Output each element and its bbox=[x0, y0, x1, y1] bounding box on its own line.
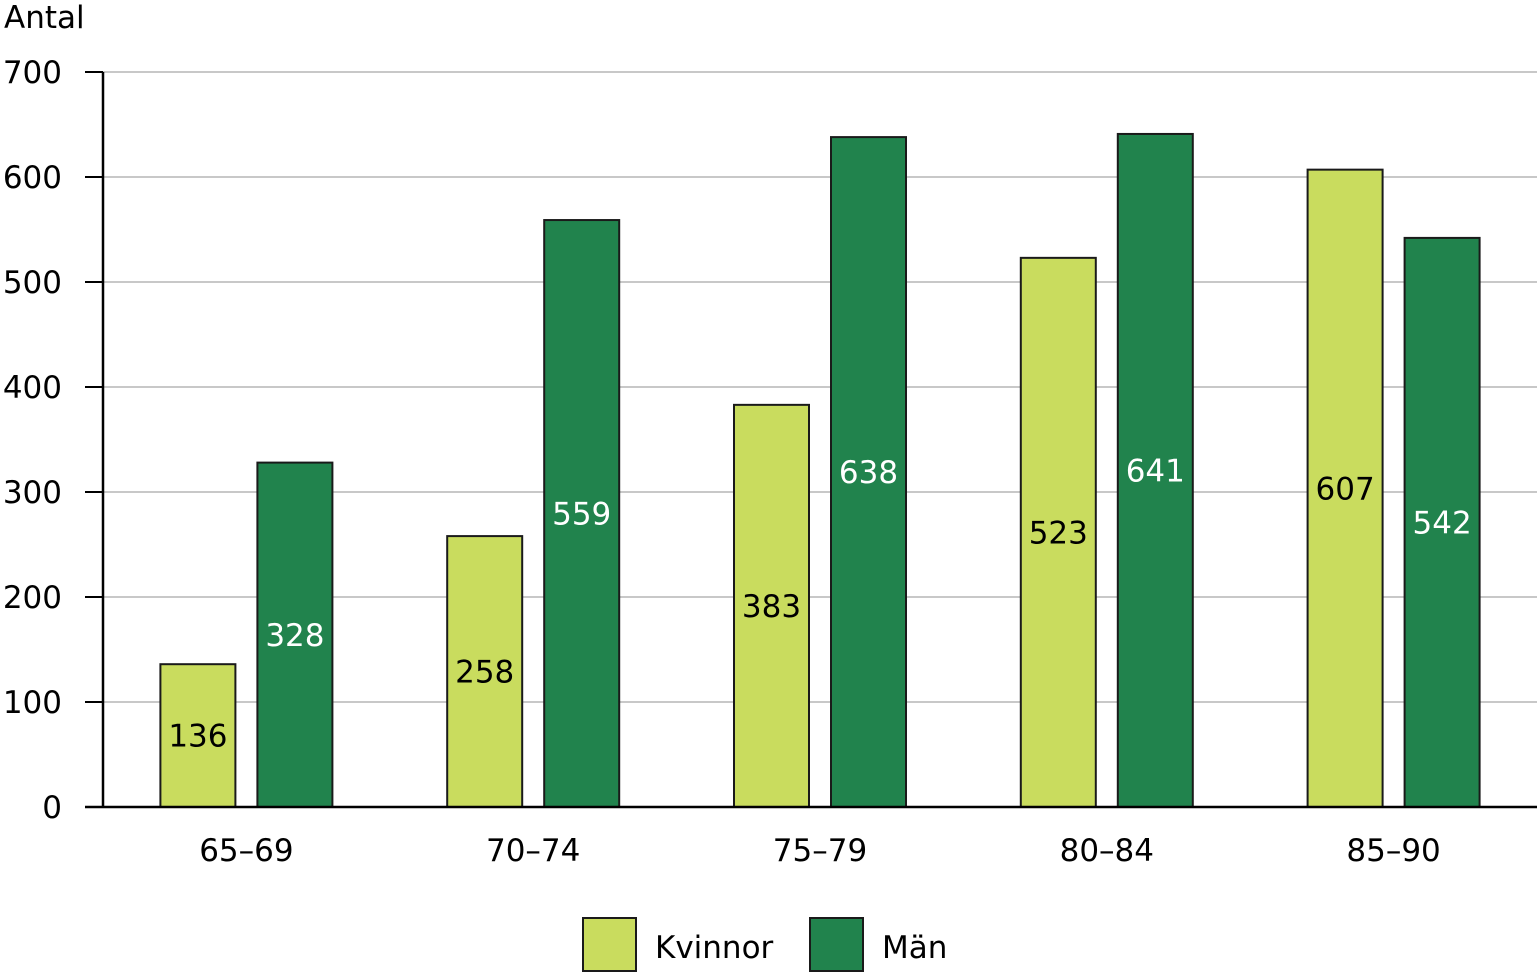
legend: Kvinnor Män bbox=[582, 917, 947, 972]
x-tick-label: 75–79 bbox=[773, 833, 867, 869]
bars bbox=[159, 132, 1481, 809]
y-tick-label: 400 bbox=[3, 370, 62, 406]
x-tick-label: 65–69 bbox=[199, 833, 293, 869]
bar bbox=[1116, 132, 1194, 808]
bar bbox=[830, 136, 907, 809]
bar bbox=[733, 403, 810, 808]
y-tick-label: 700 bbox=[3, 55, 62, 91]
axes: 0 100 200 300 400 500 600 700 65–69 70–74 75–79 80–… bbox=[3, 55, 1537, 869]
y-tick-label: 0 bbox=[42, 790, 62, 826]
y-tick-label: 500 bbox=[3, 265, 62, 301]
bar bbox=[1403, 236, 1481, 808]
bar bbox=[543, 219, 621, 809]
legend-swatch bbox=[809, 917, 864, 972]
data-label: 523 bbox=[1029, 515, 1088, 551]
data-label: 641 bbox=[1126, 453, 1185, 489]
bar bbox=[446, 535, 524, 808]
data-label: 638 bbox=[839, 455, 898, 491]
x-tick-label: 85–90 bbox=[1346, 833, 1440, 869]
y-tick-label: 300 bbox=[3, 475, 62, 511]
y-axis-label: Antal bbox=[4, 0, 85, 36]
bar bbox=[1019, 256, 1097, 809]
y-tick-label: 600 bbox=[3, 160, 62, 196]
data-labels: 136 328 258 559 383 638 523 641 607 542 bbox=[168, 453, 1471, 754]
x-tick-label: 70–74 bbox=[486, 833, 580, 869]
y-tick-label: 100 bbox=[3, 685, 62, 721]
bar bbox=[256, 461, 334, 808]
legend-label: Män bbox=[882, 930, 947, 966]
data-label: 383 bbox=[742, 589, 801, 625]
x-tick-label: 80–84 bbox=[1060, 833, 1154, 869]
gridlines bbox=[103, 71, 1537, 703]
legend-swatch bbox=[582, 917, 637, 972]
legend-label: Kvinnor bbox=[655, 930, 774, 966]
data-label: 542 bbox=[1413, 505, 1472, 541]
y-tick-label: 200 bbox=[3, 580, 62, 616]
data-label: 136 bbox=[168, 719, 227, 755]
data-label: 258 bbox=[455, 655, 514, 691]
data-label: 559 bbox=[552, 497, 611, 533]
data-label: 328 bbox=[265, 618, 324, 654]
data-label: 607 bbox=[1316, 471, 1375, 507]
